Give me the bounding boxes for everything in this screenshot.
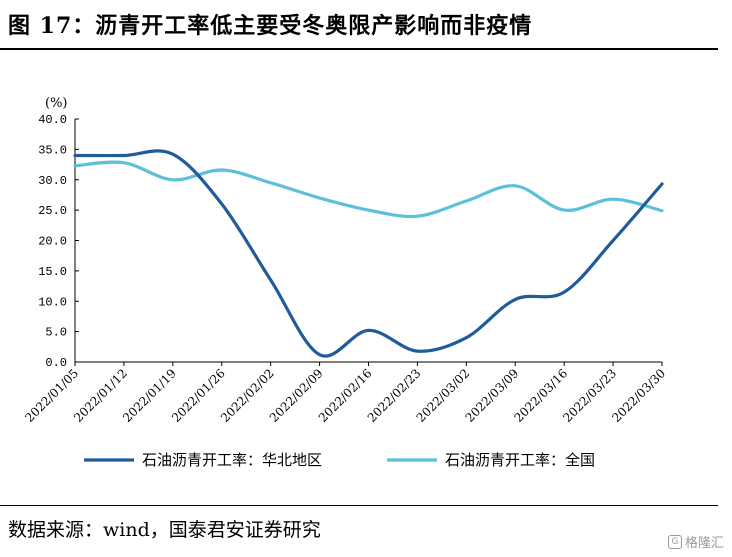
line-chart: (%)40.035.030.025.020.015.010.05.00.0202…	[22, 96, 668, 469]
watermark-text: 格隆汇	[684, 536, 724, 551]
y-tick-label: 20.0	[38, 235, 67, 249]
watermark: G 格隆汇	[667, 532, 724, 551]
source-rule	[0, 505, 718, 506]
chart-axes	[74, 118, 663, 366]
y-tick-label: 0.0	[45, 356, 67, 370]
y-tick-label: 25.0	[38, 204, 67, 218]
chart-ticks: (%)40.035.030.025.020.015.010.05.00.0202…	[22, 96, 668, 425]
y-tick-label: 30.0	[38, 174, 67, 188]
y-tick-label: 35.0	[38, 143, 67, 157]
legend-item-north-label: 石油沥青开工率：华北地区	[142, 451, 322, 469]
y-tick-label: 10.0	[38, 295, 67, 309]
y-tick-label: 40.0	[38, 113, 67, 127]
source-note: 数据来源：wind，国泰君安证券研究	[8, 519, 321, 541]
legend-item-national-label: 石油沥青开工率：全国	[445, 451, 595, 469]
title-rule	[0, 48, 718, 50]
chart-lines	[73, 149, 664, 358]
y-tick-label: 15.0	[38, 265, 67, 279]
chart-legend: 石油沥青开工率：华北地区 石油沥青开工率：全国	[84, 451, 595, 469]
chart-title: 图 17：沥青开工率低主要受冬奥限产影响而非疫情	[8, 13, 533, 39]
series-line-north	[73, 149, 664, 358]
watermark-logo-icon: G	[667, 534, 682, 549]
series-line-national	[73, 160, 664, 219]
y-unit-label: (%)	[45, 96, 68, 111]
y-tick-label: 5.0	[45, 326, 67, 340]
